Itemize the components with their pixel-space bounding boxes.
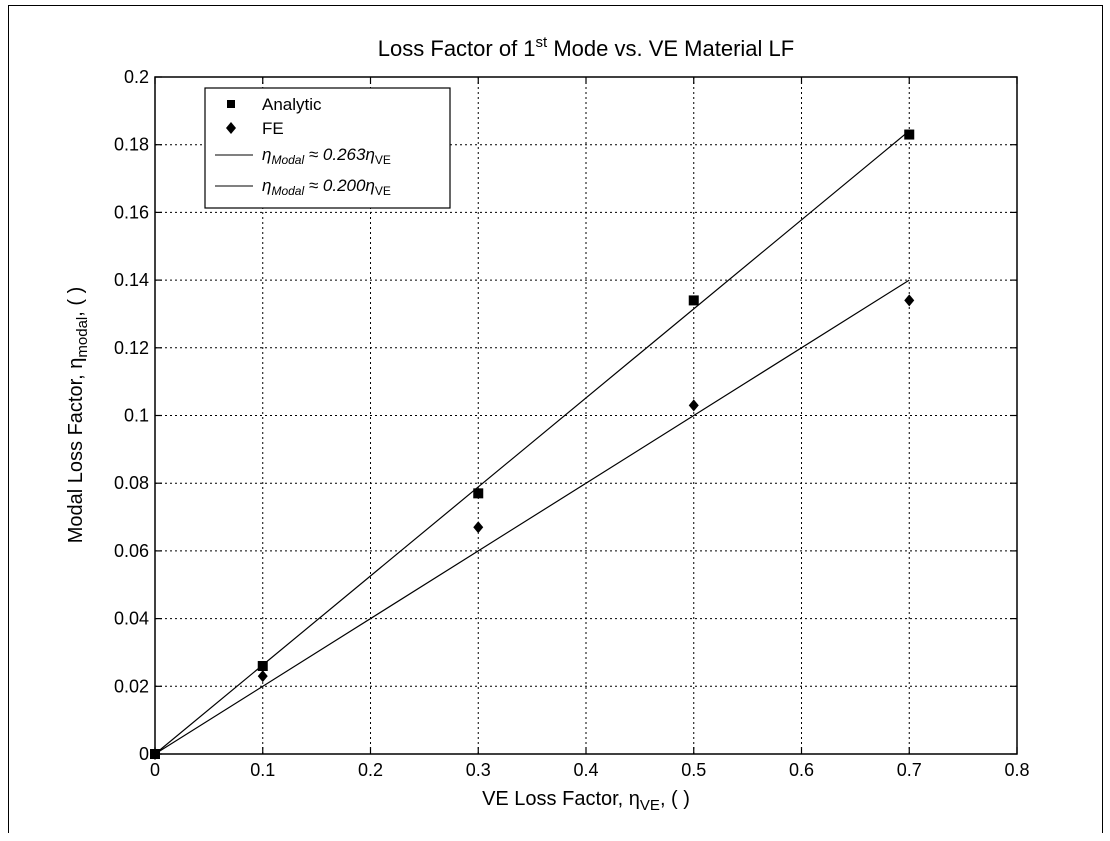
- y-tick-label: 0.18: [114, 135, 149, 155]
- chart-title: Loss Factor of 1st Mode vs. VE Material …: [378, 34, 794, 61]
- legend-fit2-mid: ≈ 0.200: [304, 176, 366, 195]
- fe-point: [904, 294, 915, 307]
- legend-fit1-sub2: VE: [375, 153, 391, 167]
- analytic-point: [257, 660, 268, 671]
- y-tick-label: 0.12: [114, 338, 149, 358]
- fe-point: [473, 521, 484, 534]
- chart-title-main: Loss Factor of 1: [378, 36, 536, 61]
- y-tick-label: 0.1: [124, 406, 149, 426]
- legend-fe-marker: [226, 122, 236, 134]
- legend-fit1-eta: η: [262, 145, 271, 164]
- y-tick-label: 0.08: [114, 473, 149, 493]
- legend-fit2-sub1: Modal: [271, 184, 304, 198]
- y-tick-label: 0.02: [114, 676, 149, 696]
- x-tick-label: 0: [150, 760, 160, 780]
- analytic-point: [904, 129, 915, 140]
- y-tick-label: 0.04: [114, 609, 149, 629]
- legend-fe-label: FE: [262, 119, 284, 138]
- legend-fit2-sub2: VE: [375, 184, 391, 198]
- chart-title-rest: Mode vs. VE Material LF: [547, 36, 794, 61]
- legend-fit1-sub1: Modal: [271, 153, 304, 167]
- y-tick-label: 0.2: [124, 67, 149, 87]
- legend-fit1-mid: ≈ 0.263: [304, 145, 366, 164]
- data-markers: [150, 129, 915, 760]
- legend-analytic-marker: [227, 100, 235, 108]
- fe-point: [688, 399, 699, 412]
- legend-fit2-eta2: η: [365, 176, 374, 195]
- y-axis-label-sub: modal: [74, 317, 91, 358]
- x-tick-label: 0.6: [789, 760, 814, 780]
- y-tick-label: 0.06: [114, 541, 149, 561]
- fit-lines: [154, 130, 910, 755]
- x-tick-label: 0.4: [573, 760, 598, 780]
- fit-line-2: [154, 279, 910, 755]
- x-tick-label: 0.5: [681, 760, 706, 780]
- y-axis-label: Modal Loss Factor, ηmodal, ( ): [65, 287, 91, 544]
- legend-box: [204, 87, 451, 209]
- legend-fit2-eta: η: [262, 176, 271, 195]
- legend-fit1-eta2: η: [365, 145, 374, 164]
- x-axis-label-main: VE Loss Factor, η: [482, 788, 640, 810]
- y-tick-label: 0.14: [114, 270, 149, 290]
- y-tick-label: 0.16: [114, 202, 149, 222]
- y-axis-label-rest: , ( ): [65, 287, 87, 317]
- chart-title-superscript: st: [536, 34, 549, 51]
- y-axis-label-main: Modal Loss Factor, η: [65, 358, 87, 544]
- x-tick-label: 0.2: [358, 760, 383, 780]
- x-axis-label-sub: VE: [640, 797, 660, 814]
- analytic-point: [473, 488, 484, 499]
- x-tick-label: 0.7: [897, 760, 922, 780]
- x-tick-label: 0.3: [466, 760, 491, 780]
- x-axis-label: VE Loss Factor, ηVE, ( ): [482, 788, 690, 814]
- legend-analytic-label: Analytic: [262, 95, 322, 114]
- figure-frame: [8, 5, 1103, 833]
- analytic-point: [688, 295, 699, 306]
- legend-fit2-label: ηModal ≈ 0.200ηVE: [262, 176, 391, 198]
- fe-point: [257, 670, 268, 683]
- legend: Analytic FE ηModal ≈ 0.263ηVE ηModal ≈ 0…: [204, 87, 451, 209]
- y-tick-label: 0: [139, 744, 149, 764]
- fit-line-1: [154, 130, 910, 755]
- x-axis-label-rest: , ( ): [660, 788, 690, 810]
- ticks: 0 0.1 0.2 0.3 0.4 0.5 0.6 0.7 0.8 0 0.02 0.04 0.06 0.…: [114, 67, 1030, 780]
- x-tick-label: 0.8: [1004, 760, 1029, 780]
- x-tick-label: 0.1: [250, 760, 275, 780]
- legend-fit1-label: ηModal ≈ 0.263ηVE: [262, 145, 391, 167]
